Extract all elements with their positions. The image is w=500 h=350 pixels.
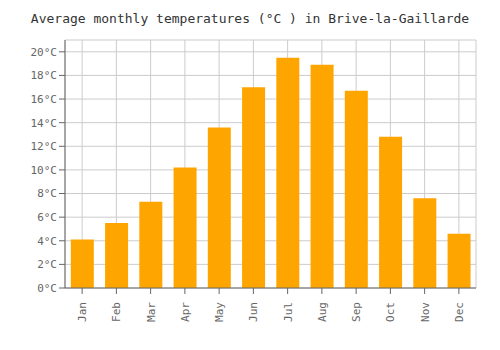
svg-text:Mar: Mar bbox=[145, 302, 158, 322]
html-text:Average monthly temperatures (: Average monthly temperatures (°C ) in Br… bbox=[30, 11, 470, 26]
svg-text:Apr: Apr bbox=[179, 302, 192, 322]
svg-text:Sep: Sep bbox=[350, 302, 363, 322]
svg-text:Jan: Jan bbox=[76, 302, 89, 322]
svg-text:Aug: Aug bbox=[316, 302, 329, 322]
svg-text:Nov: Nov bbox=[419, 302, 432, 322]
svg-text:10°C: 10°C bbox=[31, 164, 58, 177]
svg-text:Jun: Jun bbox=[247, 302, 260, 322]
svg-text:12°C: 12°C bbox=[31, 140, 58, 153]
svg-text:Jul: Jul bbox=[282, 302, 295, 322]
svg-text:Feb: Feb bbox=[110, 302, 123, 322]
svg-text:6°C: 6°C bbox=[37, 211, 57, 224]
svg-text:16°C: 16°C bbox=[31, 93, 58, 106]
svg-text:Dec: Dec bbox=[453, 302, 466, 322]
svg-text:18°C: 18°C bbox=[31, 69, 58, 82]
svg-text:2°C: 2°C bbox=[37, 258, 57, 271]
svg-text:4°C: 4°C bbox=[37, 235, 57, 248]
svg-text:14°C: 14°C bbox=[31, 117, 58, 130]
svg-text:0°C: 0°C bbox=[37, 282, 57, 295]
svg-text:20°C: 20°C bbox=[31, 46, 58, 59]
svg-text:May: May bbox=[213, 302, 226, 322]
svg-text:Oct: Oct bbox=[384, 302, 397, 322]
svg-text:8°C: 8°C bbox=[37, 187, 57, 200]
